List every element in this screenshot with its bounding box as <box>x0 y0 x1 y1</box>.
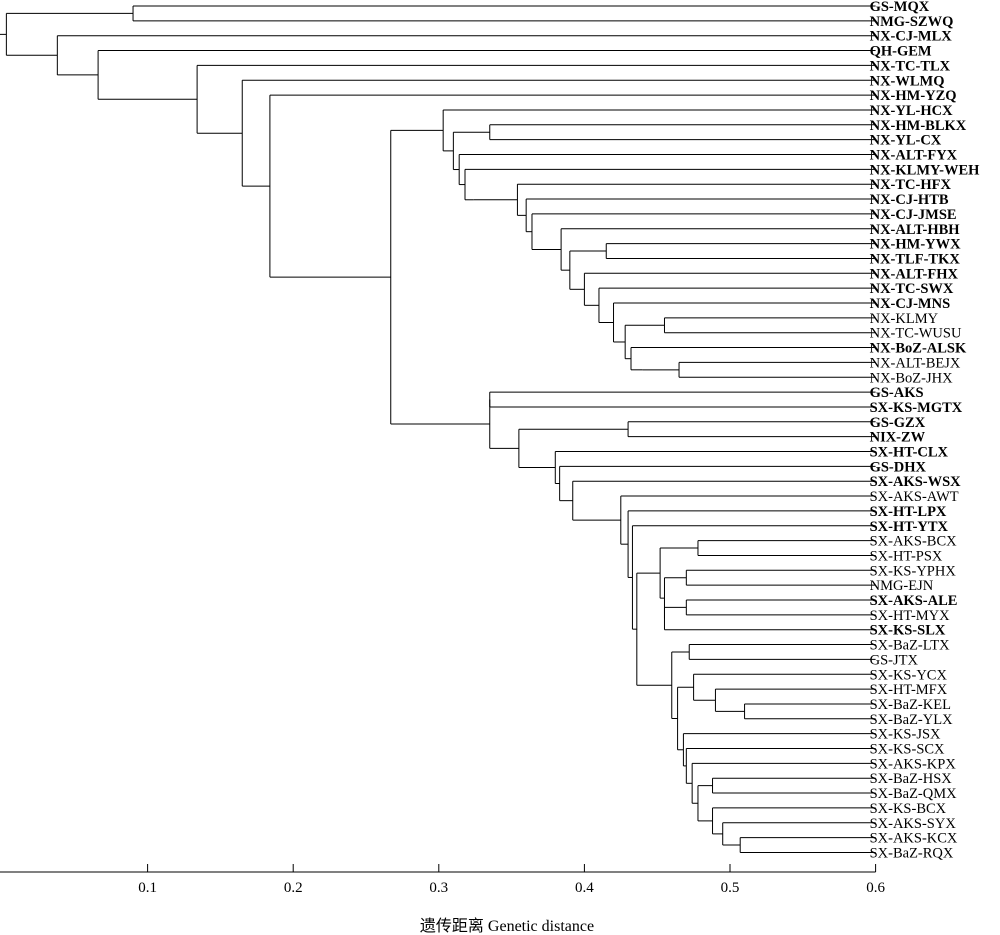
leaf-label: SX-BaZ-HSX <box>870 771 953 787</box>
leaf-label: SX-BaZ-LTX <box>870 638 951 654</box>
leaf-label: SX-BaZ-QMX <box>870 786 958 802</box>
leaf-label: SX-AKS-WSX <box>870 474 962 490</box>
leaf-label: SX-HT-YTX <box>870 519 949 535</box>
leaf-label: SX-BaZ-RQX <box>870 845 954 861</box>
leaf-label: NX-CJ-JMSE <box>870 207 957 223</box>
leaf-label: SX-AKS-ALE <box>870 593 958 609</box>
leaf-label: NX-HM-YZQ <box>870 88 957 104</box>
x-tick-label: 0.3 <box>429 880 448 896</box>
leaf-label: SX-BaZ-KEL <box>870 697 951 713</box>
leaf-label: NX-TC-SWX <box>870 281 954 297</box>
x-tick-label: 0.2 <box>284 880 303 896</box>
leaf-label: NX-TC-HFX <box>870 177 952 193</box>
leaf-label: SX-HT-LPX <box>870 504 947 520</box>
leaf-label: GS-DHX <box>870 459 927 475</box>
leaf-label: GS-MQX <box>870 0 930 15</box>
leaf-label: SX-KS-SCX <box>870 742 945 758</box>
leaf-label: NX-TLF-TKX <box>870 251 961 267</box>
leaf-label: NX-HM-YWX <box>870 237 962 253</box>
x-tick-label: 0.4 <box>575 880 594 896</box>
leaf-label: NX-BoZ-JHX <box>870 370 953 386</box>
leaf-label: NX-CJ-HTB <box>870 192 949 208</box>
leaf-label: SX-HT-MFX <box>870 682 948 698</box>
leaf-label: NX-KLMY <box>870 311 939 327</box>
x-tick-label: 0.1 <box>138 880 157 896</box>
leaf-label: SX-AKS-AWT <box>870 489 959 505</box>
leaf-label: QH-GEM <box>870 44 932 60</box>
leaf-label: SX-KS-YCX <box>870 667 948 683</box>
leaf-label: GS-AKS <box>870 385 924 401</box>
leaf-label: SX-AKS-BCX <box>870 534 958 550</box>
leaf-label: SX-AKS-KPX <box>870 756 957 772</box>
leaf-label: SX-KS-MGTX <box>870 400 963 416</box>
leaf-label: SX-KS-SLX <box>870 623 946 639</box>
leaf-label: NX-ALT-BEJX <box>870 355 961 371</box>
leaf-label: NMG-EJN <box>870 578 934 594</box>
leaf-label: SX-HT-PSX <box>870 548 943 564</box>
leaf-label: NX-CJ-MLX <box>870 29 953 45</box>
leaf-label: SX-HT-CLX <box>870 445 949 461</box>
leaf-label: SX-HT-MYX <box>870 608 951 624</box>
leaf-label: SX-AKS-KCX <box>870 831 958 847</box>
leaf-labels: GS-MQXNMG-SZWQNX-CJ-MLXQH-GEMNX-TC-TLXNX… <box>870 0 981 861</box>
leaf-label: NX-HM-BLKX <box>870 118 967 134</box>
x-axis-ticks: 0.1 0.2 0.3 0.4 0.5 0.6 <box>138 864 885 896</box>
leaf-label: SX-AKS-SYX <box>870 816 957 832</box>
leaf-label: GS-JTX <box>870 652 919 668</box>
leaf-label: NX-ALT-FHX <box>870 266 959 282</box>
leaf-label: SX-KS-BCX <box>870 801 947 817</box>
x-axis: 0.1 0.2 0.3 0.4 0.5 0.6 <box>0 864 885 896</box>
leaf-label: NMG-SZWQ <box>870 14 954 30</box>
x-tick-label: 0.5 <box>721 880 740 896</box>
leaf-label: NX-ALT-HBH <box>870 222 961 238</box>
x-axis-title: 遗传距离 Genetic distance <box>420 917 594 935</box>
x-tick-label: 0.6 <box>866 880 885 896</box>
tree-branches <box>0 5 876 853</box>
leaf-label: SX-BaZ-YLX <box>870 712 953 728</box>
leaf-label: NX-WLMQ <box>870 73 945 89</box>
leaf-label: NX-YL-HCX <box>870 103 953 119</box>
leaf-label: SX-KS-YPHX <box>870 563 957 579</box>
leaf-label: NX-BoZ-ALSK <box>870 341 967 357</box>
leaf-label: NX-CJ-MNS <box>870 296 951 312</box>
leaf-label: NX-ALT-FYX <box>870 148 958 164</box>
leaf-label: GS-GZX <box>870 415 926 431</box>
leaf-label: NX-YL-CX <box>870 133 942 149</box>
leaf-label: NIX-ZW <box>870 430 926 446</box>
leaf-label: NX-KLMY-WEH <box>870 162 981 178</box>
leaf-label: NX-TC-TLX <box>870 58 951 74</box>
leaf-label: SX-KS-JSX <box>870 727 941 743</box>
leaf-label: NX-TC-WUSU <box>870 326 962 342</box>
